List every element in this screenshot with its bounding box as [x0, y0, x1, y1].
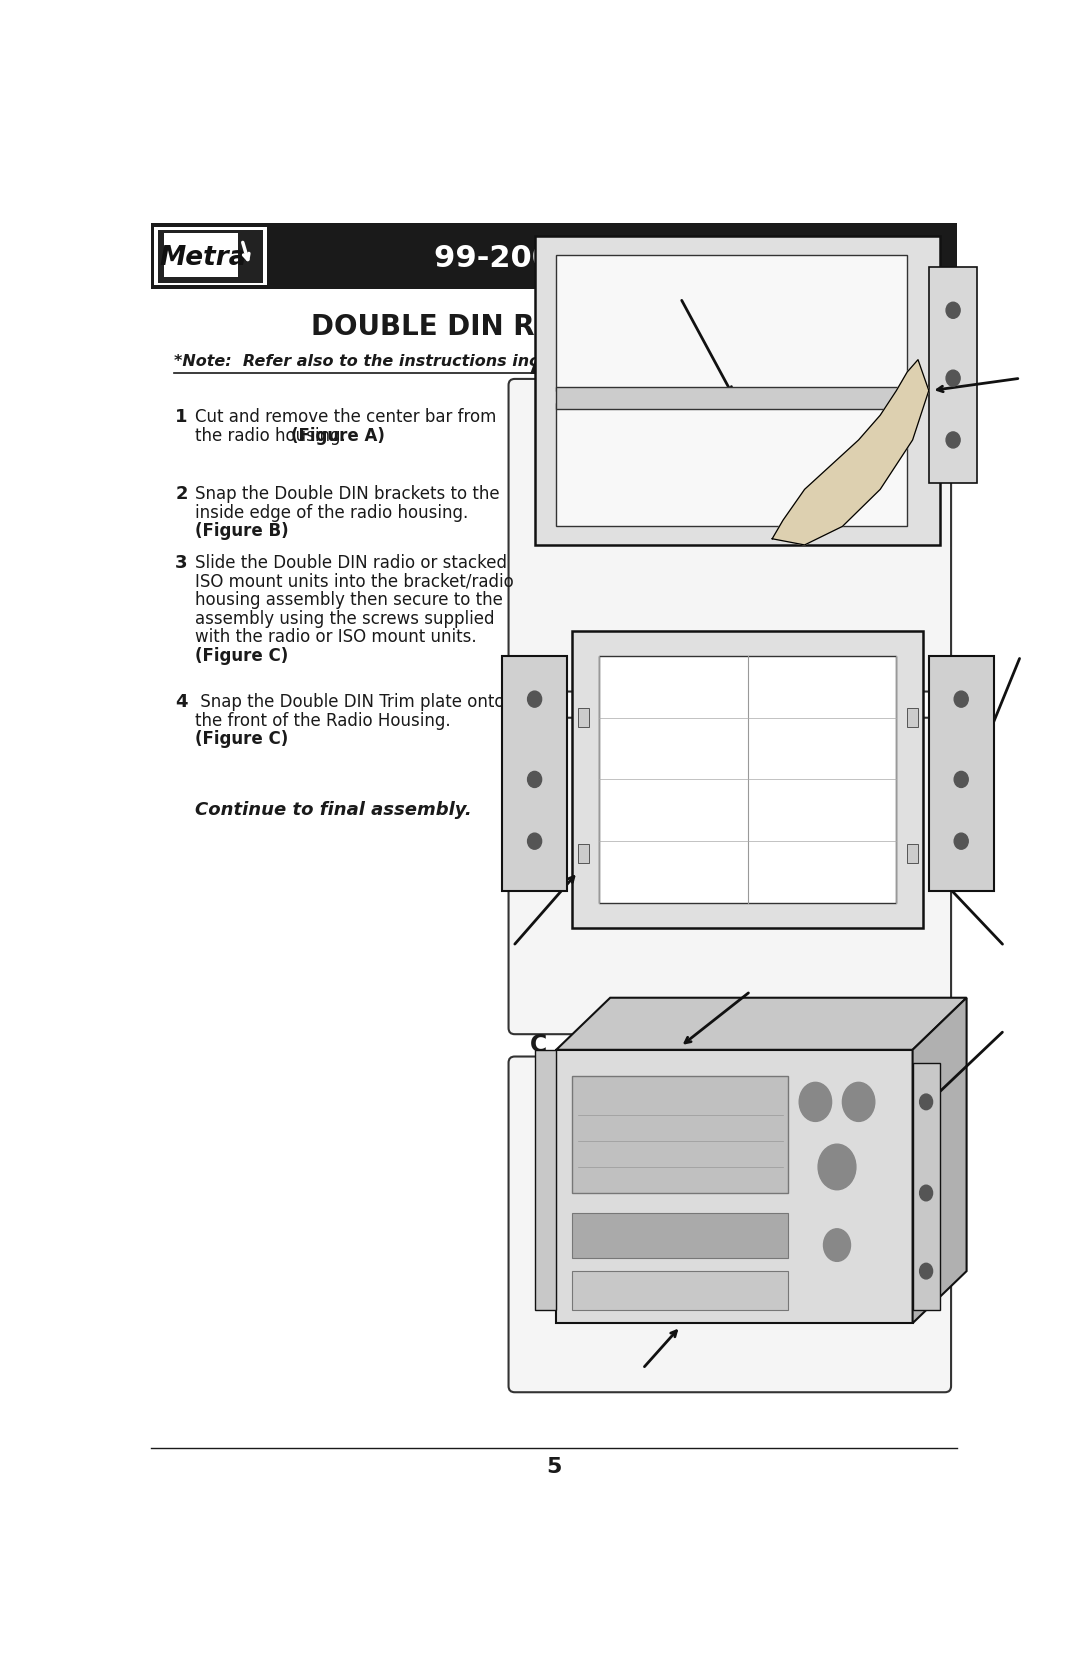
Bar	[913, 1063, 940, 1310]
Circle shape	[799, 1082, 832, 1122]
Text: *Note:  Refer also to the instructions included with the aftermarket radio.: *Note: Refer also to the instructions in…	[174, 354, 841, 369]
Bar	[535, 235, 940, 544]
Text: Continue to final assembly.: Continue to final assembly.	[195, 801, 472, 819]
Text: the radio housing.: the radio housing.	[195, 427, 351, 444]
Text: 99-2008 KIT ASSEMBLY: 99-2008 KIT ASSEMBLY	[434, 244, 828, 274]
Text: the front of the Radio Housing.: the front of the Radio Housing.	[195, 711, 451, 729]
Bar	[572, 1077, 788, 1193]
Circle shape	[920, 1263, 933, 1278]
Bar	[572, 1212, 788, 1258]
Circle shape	[528, 691, 542, 708]
Circle shape	[955, 771, 969, 788]
Text: Metra: Metra	[160, 245, 247, 272]
Text: (Figure B): (Figure B)	[195, 522, 289, 541]
Text: Cut and remove the center bar from: Cut and remove the center bar from	[195, 409, 497, 426]
FancyBboxPatch shape	[509, 718, 951, 1035]
Text: A: A	[530, 355, 549, 379]
Circle shape	[819, 1145, 855, 1190]
Bar	[599, 656, 896, 903]
Bar	[578, 708, 589, 728]
Circle shape	[842, 1082, 875, 1122]
Bar	[907, 708, 918, 728]
Circle shape	[955, 833, 969, 850]
Circle shape	[955, 691, 969, 708]
Text: Snap the Double DIN Trim plate onto: Snap the Double DIN Trim plate onto	[195, 693, 505, 711]
Text: Slide the Double DIN radio or stacked: Slide the Double DIN radio or stacked	[195, 554, 508, 572]
Text: DOUBLE DIN RADIO PROVISION: DOUBLE DIN RADIO PROVISION	[311, 314, 796, 342]
FancyBboxPatch shape	[509, 379, 951, 691]
Polygon shape	[556, 1050, 913, 1324]
Polygon shape	[913, 998, 967, 1324]
Bar	[502, 656, 567, 891]
Text: B: B	[530, 694, 549, 718]
Bar	[572, 1272, 788, 1310]
Bar	[929, 267, 977, 484]
Circle shape	[528, 771, 542, 788]
Text: (Figure C): (Figure C)	[195, 729, 288, 748]
Bar	[159, 230, 262, 282]
Bar	[572, 631, 923, 928]
Bar	[556, 387, 907, 409]
Circle shape	[946, 432, 960, 447]
Bar	[164, 232, 238, 277]
Bar	[929, 656, 994, 891]
Bar	[535, 1050, 556, 1310]
Circle shape	[528, 833, 542, 850]
Bar	[556, 255, 907, 391]
Text: 2: 2	[175, 486, 188, 502]
Circle shape	[920, 1095, 933, 1110]
Bar	[556, 402, 907, 526]
Text: housing assembly then secure to the: housing assembly then secure to the	[195, 591, 503, 609]
Circle shape	[946, 302, 960, 319]
FancyBboxPatch shape	[509, 1056, 951, 1392]
Text: 1: 1	[175, 409, 188, 426]
Text: with the radio or ISO mount units.: with the radio or ISO mount units.	[195, 629, 477, 646]
Text: 4: 4	[175, 693, 188, 711]
Circle shape	[946, 371, 960, 386]
Text: C: C	[530, 1033, 548, 1056]
Circle shape	[824, 1228, 851, 1262]
Bar	[154, 227, 267, 285]
Text: 3: 3	[175, 554, 188, 572]
Circle shape	[920, 1185, 933, 1200]
FancyBboxPatch shape	[150, 224, 957, 289]
Text: 5: 5	[545, 1457, 562, 1477]
Polygon shape	[556, 998, 967, 1050]
Text: inside edge of the radio housing.: inside edge of the radio housing.	[195, 504, 469, 522]
Text: ISO mount units into the bracket/radio: ISO mount units into the bracket/radio	[195, 572, 514, 591]
Text: (Figure C): (Figure C)	[195, 648, 288, 664]
Polygon shape	[772, 361, 929, 544]
Bar	[578, 845, 589, 863]
Text: Snap the Double DIN brackets to the: Snap the Double DIN brackets to the	[195, 486, 500, 502]
Bar	[907, 845, 918, 863]
Text: assembly using the screws supplied: assembly using the screws supplied	[195, 609, 495, 628]
Text: (Figure A): (Figure A)	[292, 427, 386, 444]
